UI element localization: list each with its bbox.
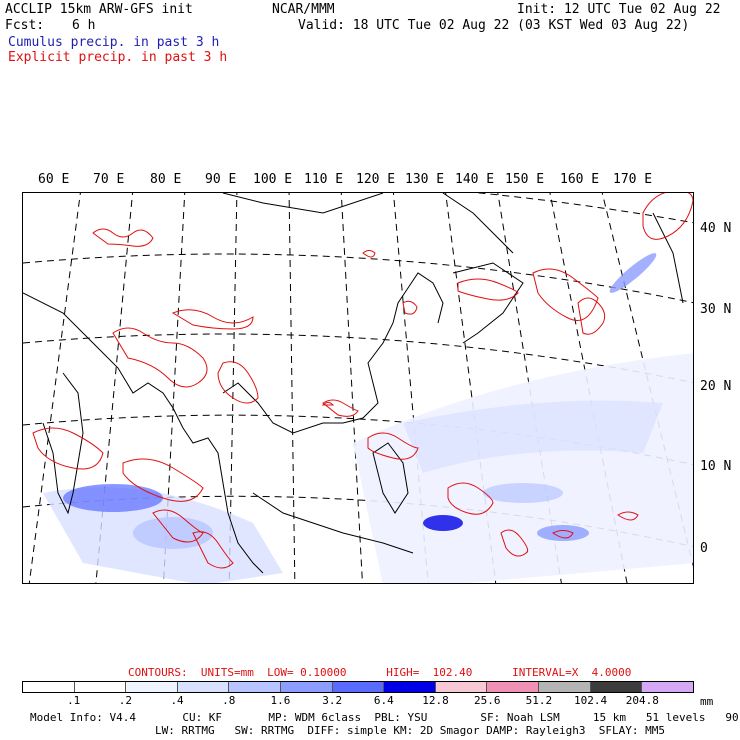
colorbar-level-label: .8 <box>222 694 236 707</box>
colorbar-level-label: 6.4 <box>373 694 394 707</box>
forecast-hours: 6 h <box>72 18 96 33</box>
latitude-label: 30 N <box>700 302 732 317</box>
colorbar-level-label: 25.6 <box>473 694 501 707</box>
colorbar-level-label: 204.8 <box>625 694 659 707</box>
longitude-label: 170 E <box>613 172 653 187</box>
longitude-label: 80 E <box>150 172 182 187</box>
forecast-label: Fcst: <box>5 18 45 33</box>
valid-time: Valid: 18 UTC Tue 02 Aug 22 (03 KST Wed … <box>298 18 690 33</box>
colorbar-swatch <box>126 682 178 692</box>
map-canvas <box>23 193 693 583</box>
colorbar-swatch <box>642 682 693 692</box>
init-time: Init: 12 UTC Tue 02 Aug 22 <box>517 2 721 17</box>
center-name: NCAR/MMM <box>272 2 335 17</box>
legend-cumulus: Cumulus precip. in past 3 h <box>8 35 220 50</box>
colorbar-swatch <box>384 682 436 692</box>
colorbar-swatch <box>74 682 127 692</box>
colorbar-level-label: .1 <box>67 694 81 707</box>
colorbar-level-label: 3.2 <box>322 694 343 707</box>
explicit-precip <box>32 193 693 569</box>
colorbar-level-label: 102.4 <box>574 694 608 707</box>
latitude-label: 40 N <box>700 221 732 236</box>
colorbar-swatch <box>539 682 591 692</box>
longitude-label: 90 E <box>205 172 237 187</box>
longitude-label: 60 E <box>38 172 70 187</box>
colorbar-level-label: 51.2 <box>525 694 553 707</box>
colorbar-swatch <box>435 682 488 692</box>
model-info-line-2: LW: RRTMG SW: RRTMG DIFF: simple KM: 2D … <box>155 724 665 737</box>
colorbar-level-label: 12.8 <box>422 694 449 707</box>
longitude-label: 150 E <box>505 172 545 187</box>
model-title: ACCLIP 15km ARW-GFS init <box>5 2 193 17</box>
latitude-label: 20 N <box>700 379 732 394</box>
colorbar-level-label: .4 <box>170 694 184 707</box>
colorbar-units: mm <box>700 695 714 708</box>
longitude-label: 120 E <box>356 172 396 187</box>
coastlines <box>23 193 684 574</box>
longitude-label: 160 E <box>560 172 600 187</box>
longitude-label: 130 E <box>405 172 445 187</box>
colorbar <box>22 681 694 693</box>
longitude-label: 140 E <box>455 172 495 187</box>
cumulus-precip <box>43 253 693 583</box>
colorbar-swatch <box>281 682 333 692</box>
colorbar-swatch <box>487 682 540 692</box>
colorbar-swatch <box>23 682 75 692</box>
latitude-label: 10 N <box>700 459 732 474</box>
colorbar-swatch <box>229 682 282 692</box>
latitude-label: 0 <box>700 541 708 556</box>
colorbar-swatch <box>590 682 643 692</box>
longitude-label: 70 E <box>93 172 125 187</box>
longitude-label: 100 E <box>253 172 293 187</box>
precipitation-map <box>22 192 694 584</box>
colorbar-swatch <box>177 682 230 692</box>
contour-info: CONTOURS: UNITS=mm LOW= 0.10000 HIGH= 10… <box>128 666 632 679</box>
colorbar-level-label: .2 <box>118 694 132 707</box>
longitude-label: 110 E <box>304 172 344 187</box>
model-info-line-1: Model Info: V4.4 CU: KF MP: WDM 6class P… <box>30 711 740 724</box>
legend-explicit: Explicit precip. in past 3 h <box>8 50 228 65</box>
colorbar-swatch <box>332 682 385 692</box>
colorbar-level-label: 1.6 <box>270 694 291 707</box>
